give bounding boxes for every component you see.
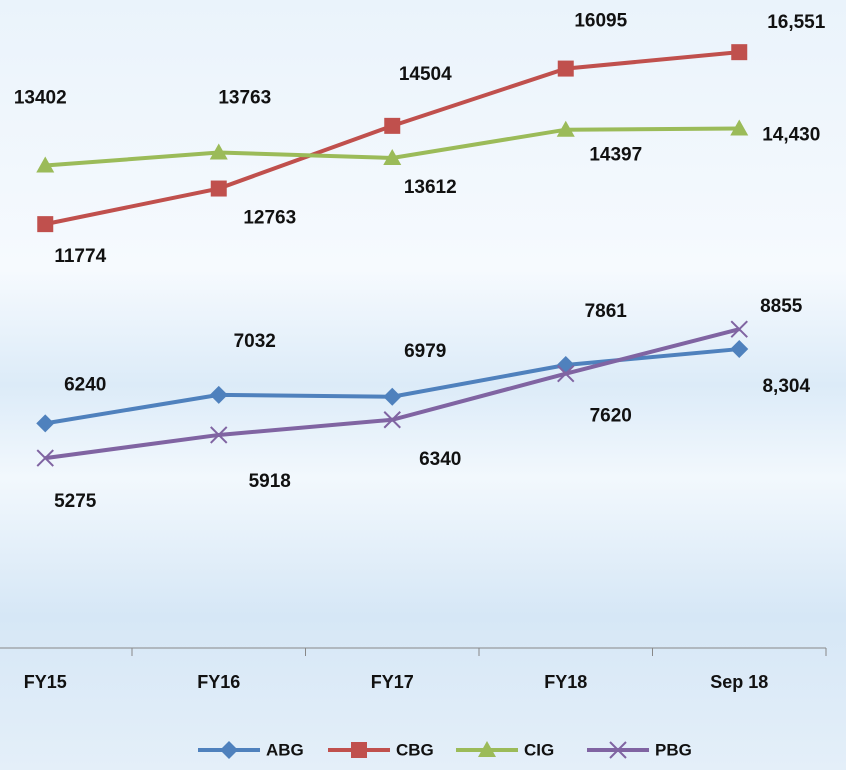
- marker: [383, 387, 402, 406]
- legend-label: PBG: [655, 740, 692, 759]
- data-label: 16,551: [767, 12, 826, 33]
- marker: [383, 411, 401, 429]
- data-label: 7861: [585, 301, 628, 322]
- x-tick-label: FY15: [24, 672, 67, 692]
- legend-label: CBG: [396, 740, 434, 759]
- x-tick-label: FY16: [197, 672, 240, 692]
- marker: [209, 143, 228, 160]
- data-label: 12763: [243, 208, 296, 229]
- series: [36, 119, 749, 173]
- legend-label: CIG: [524, 740, 554, 759]
- data-label: 5275: [54, 491, 97, 512]
- data-label: 8,304: [762, 376, 810, 397]
- marker: [210, 180, 227, 197]
- series: [37, 44, 748, 233]
- marker: [557, 364, 575, 383]
- legend-entry: ABG: [198, 740, 304, 759]
- legend-entry: CBG: [328, 740, 434, 759]
- data-label: 7032: [234, 331, 276, 352]
- data-label: 13612: [404, 177, 457, 198]
- marker: [220, 741, 238, 759]
- data-label: 14397: [589, 145, 642, 166]
- legend-label: ABG: [266, 740, 304, 759]
- marker: [36, 156, 55, 173]
- x-tick-label: Sep 18: [710, 672, 768, 692]
- data-label: 8855: [760, 296, 803, 317]
- data-label: 16095: [574, 11, 627, 32]
- marker: [556, 120, 575, 137]
- legend-entry: PBG: [587, 740, 692, 759]
- series: [36, 320, 748, 467]
- data-label: 14,430: [762, 125, 820, 146]
- data-label: 7620: [590, 406, 632, 427]
- marker: [730, 340, 749, 359]
- marker: [209, 385, 228, 404]
- data-label: 13402: [14, 88, 67, 109]
- marker: [210, 426, 228, 444]
- data-label: 11774: [54, 246, 106, 267]
- marker: [730, 119, 749, 136]
- data-label: 14504: [399, 64, 452, 85]
- data-label: 5918: [249, 471, 291, 492]
- data-label: 6979: [404, 341, 446, 362]
- marker: [37, 216, 54, 233]
- marker: [36, 414, 55, 433]
- marker: [731, 44, 748, 61]
- marker: [478, 741, 496, 757]
- data-label: 6240: [64, 374, 106, 395]
- x-tick-label: FY18: [544, 672, 587, 692]
- marker: [384, 117, 401, 134]
- legend-entry: CIG: [456, 740, 554, 759]
- data-label: 13763: [218, 88, 271, 109]
- marker: [36, 449, 54, 467]
- marker: [730, 320, 748, 338]
- marker: [383, 148, 402, 165]
- marker: [351, 742, 367, 758]
- marker: [609, 741, 627, 759]
- data-label: 6340: [419, 449, 461, 470]
- marker: [557, 60, 574, 77]
- x-tick-label: FY17: [371, 672, 414, 692]
